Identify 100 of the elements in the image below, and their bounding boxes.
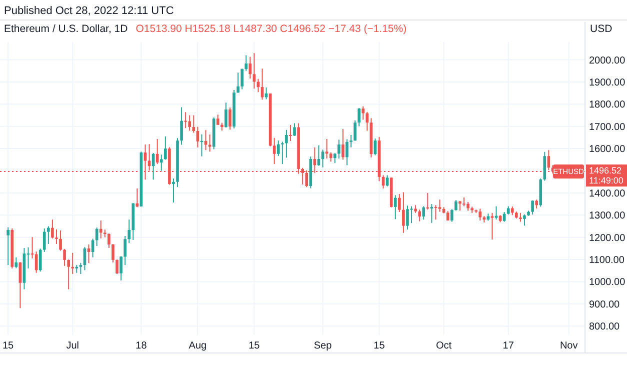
candlestick <box>172 178 175 203</box>
candlestick <box>71 252 74 274</box>
candlestick <box>358 107 360 127</box>
candlestick <box>394 194 397 220</box>
candlestick <box>256 78 260 93</box>
candlestick <box>260 68 264 100</box>
candlestick <box>55 228 58 244</box>
x-tick-label: 17 <box>502 340 514 352</box>
candlestick <box>434 204 438 220</box>
candlestick <box>124 236 126 266</box>
x-tick-label: 18 <box>136 340 148 352</box>
candlestick <box>188 114 192 132</box>
candlestick <box>543 151 546 182</box>
candlestick <box>244 54 248 72</box>
candlestick <box>204 130 208 151</box>
candlestick <box>406 205 409 230</box>
candlestick <box>402 192 405 234</box>
candlestick <box>426 192 430 210</box>
candlestick <box>333 152 336 164</box>
candlestick <box>128 219 131 244</box>
y-tick-label: 1100.00 <box>589 255 625 266</box>
candlestick <box>366 111 369 132</box>
candlestick <box>293 122 296 136</box>
candlestick <box>446 210 450 221</box>
y-tick-label: 1800.00 <box>589 100 626 111</box>
candlestick <box>91 238 94 258</box>
candlestick <box>116 259 118 274</box>
text: 1496.52 <box>589 166 622 176</box>
y-tick-label: 1900.00 <box>589 77 626 88</box>
candlestick <box>454 200 458 212</box>
candlestick <box>42 228 46 252</box>
candlestick <box>362 106 365 120</box>
candlestick <box>236 72 240 94</box>
candlestick <box>285 129 288 158</box>
candlestick <box>200 134 204 157</box>
candlestick <box>490 212 494 240</box>
x-tick-label: Jul <box>66 340 80 352</box>
x-tick-label: Sep <box>314 340 332 352</box>
x-tick-label: Oct <box>436 340 452 352</box>
x-tick-label: Nov <box>560 340 578 352</box>
candlestick <box>410 206 413 224</box>
candlestick <box>156 138 159 165</box>
y-tick-label: 2000.00 <box>589 55 626 66</box>
candlestick <box>398 194 401 213</box>
y-tick-label: 1000.00 <box>589 277 626 288</box>
y-tick-label: 900.00 <box>589 299 620 310</box>
candlestick <box>337 139 340 160</box>
candlestick <box>450 208 454 222</box>
y-tick-label: 1600.00 <box>589 144 626 156</box>
candlestick <box>184 112 187 129</box>
y-tick-label: 800.00 <box>589 322 620 333</box>
candlestick <box>59 230 62 252</box>
candlestick <box>248 56 252 80</box>
candlestick <box>51 219 54 239</box>
candlestick <box>63 248 66 266</box>
text: Published Oct 28, 2022 12:11 UTC <box>4 5 174 17</box>
candlestick <box>329 152 332 162</box>
y-tick-label: 1200.00 <box>589 232 626 244</box>
candlestick <box>224 102 228 128</box>
candlestick <box>272 137 276 165</box>
candlestick <box>342 128 344 160</box>
candlestick <box>281 141 284 165</box>
candlestick <box>67 259 70 290</box>
x-tick-label: Aug <box>188 340 207 352</box>
candlestick <box>240 68 244 90</box>
candlestick <box>14 256 18 269</box>
candlestick <box>422 206 426 220</box>
y-tick-label: 1400.00 <box>589 188 626 200</box>
candlestick <box>478 208 482 221</box>
candlestick <box>346 138 348 166</box>
candlestick <box>79 262 82 274</box>
chart-title: Ethereum / U.S. Dollar, 1D <box>4 23 128 35</box>
candlestick <box>38 248 42 272</box>
candlestick <box>180 106 183 146</box>
candlestick <box>47 226 50 244</box>
candlestick <box>228 106 232 130</box>
y-tick-label: 1300.00 <box>589 210 626 222</box>
candlestick <box>276 140 280 157</box>
candlestick <box>108 232 110 248</box>
candlestick <box>160 154 163 172</box>
y-axis-title: USD <box>590 23 613 35</box>
candlestick <box>438 199 442 212</box>
candlestick <box>531 200 534 215</box>
candlestick <box>112 243 114 263</box>
candlestick <box>192 114 196 134</box>
candlestick <box>6 226 10 266</box>
candlestick <box>321 149 324 168</box>
candlestick <box>120 256 122 281</box>
x-tick-label: 15 <box>374 340 386 352</box>
candlestick <box>350 134 352 148</box>
candlestick <box>289 124 292 142</box>
chart-subtitle: O1513.90 H1525.18 L1487.30 C1496.52 −17.43 (−1.15%) <box>136 23 407 35</box>
candlestick <box>264 87 268 100</box>
candlestick <box>458 200 462 212</box>
x-tick-label: 15 <box>248 340 260 352</box>
x-tick-label: 15 <box>2 340 14 352</box>
candlestick <box>99 220 102 239</box>
candlestick <box>523 214 526 226</box>
text: 11:49:00 <box>589 176 624 186</box>
candlestick <box>418 209 421 222</box>
